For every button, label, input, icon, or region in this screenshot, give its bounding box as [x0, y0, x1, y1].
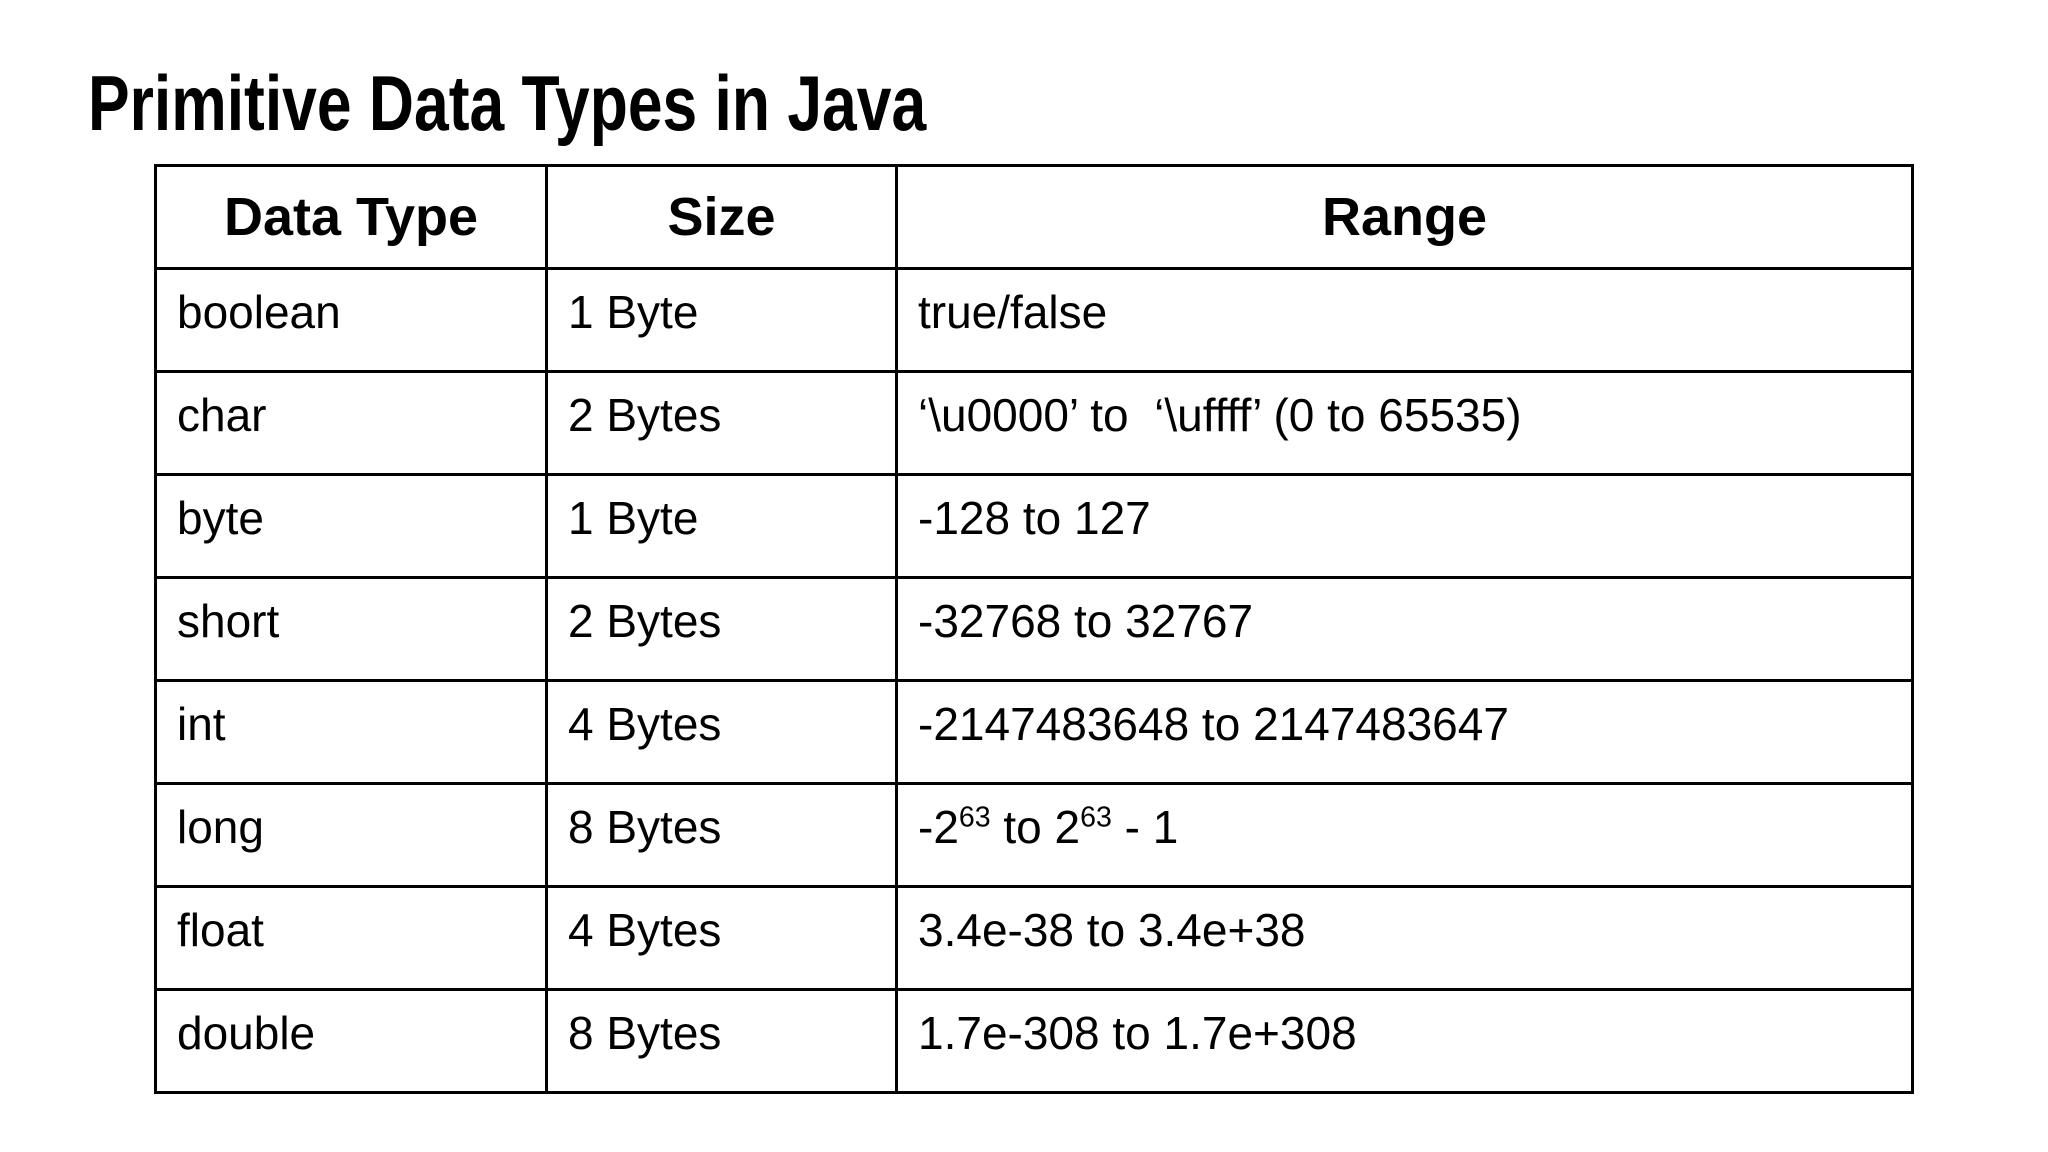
- table-row-char: char 2 Bytes ‘\u0000’ to ‘\uffff’ (0 to …: [154, 370, 1914, 476]
- column-header-size: Size: [545, 164, 898, 270]
- cell-range: -128 to 127: [895, 473, 1914, 579]
- cell-size: 2 Bytes: [545, 370, 898, 476]
- cell-type: boolean: [154, 267, 548, 373]
- cell-range: -2147483648 to 2147483647: [895, 679, 1914, 785]
- cell-size: 8 Bytes: [545, 782, 898, 888]
- page-title: Primitive Data Types in Java: [88, 59, 927, 148]
- cell-range: ‘\u0000’ to ‘\uffff’ (0 to 65535): [895, 370, 1914, 476]
- range-exponent: 63: [1080, 801, 1112, 834]
- table-row-short: short 2 Bytes -32768 to 32767: [154, 576, 1914, 682]
- table-row-boolean: boolean 1 Byte true/false: [154, 267, 1914, 373]
- table-row-long: long 8 Bytes -263 to 263 - 1: [154, 782, 1914, 888]
- cell-type: char: [154, 370, 548, 476]
- primitive-types-table: Data Type Size Range boolean 1 Byte true…: [154, 164, 1914, 1094]
- cell-type: short: [154, 576, 548, 682]
- cell-type: long: [154, 782, 548, 888]
- range-text-part: to 2: [990, 801, 1081, 853]
- cell-size: 1 Byte: [545, 473, 898, 579]
- cell-type: int: [154, 679, 548, 785]
- cell-size: 1 Byte: [545, 267, 898, 373]
- cell-size: 8 Bytes: [545, 988, 898, 1094]
- range-text-part: -2: [918, 801, 959, 853]
- cell-range: -263 to 263 - 1: [895, 782, 1914, 888]
- table-row-byte: byte 1 Byte -128 to 127: [154, 473, 1914, 579]
- table-row-double: double 8 Bytes 1.7e-308 to 1.7e+308: [154, 988, 1914, 1094]
- header-row: Data Type Size Range: [154, 164, 1914, 270]
- range-exponent: 63: [958, 801, 991, 834]
- range-text-part: - 1: [1111, 801, 1179, 853]
- cell-size: 4 Bytes: [545, 679, 898, 785]
- table-row-int: int 4 Bytes -2147483648 to 2147483647: [154, 679, 1914, 785]
- cell-range: -32768 to 32767: [895, 576, 1914, 682]
- cell-type: float: [154, 885, 548, 991]
- cell-size: 4 Bytes: [545, 885, 898, 991]
- column-header-data-type: Data Type: [154, 164, 548, 270]
- cell-type: byte: [154, 473, 548, 579]
- table-row-float: float 4 Bytes 3.4e-38 to 3.4e+38: [154, 885, 1914, 991]
- cell-range: 3.4e-38 to 3.4e+38: [895, 885, 1914, 991]
- cell-range: true/false: [895, 267, 1914, 373]
- cell-type: double: [154, 988, 548, 1094]
- cell-size: 2 Bytes: [545, 576, 898, 682]
- column-header-range: Range: [895, 164, 1914, 270]
- cell-range: 1.7e-308 to 1.7e+308: [895, 988, 1914, 1094]
